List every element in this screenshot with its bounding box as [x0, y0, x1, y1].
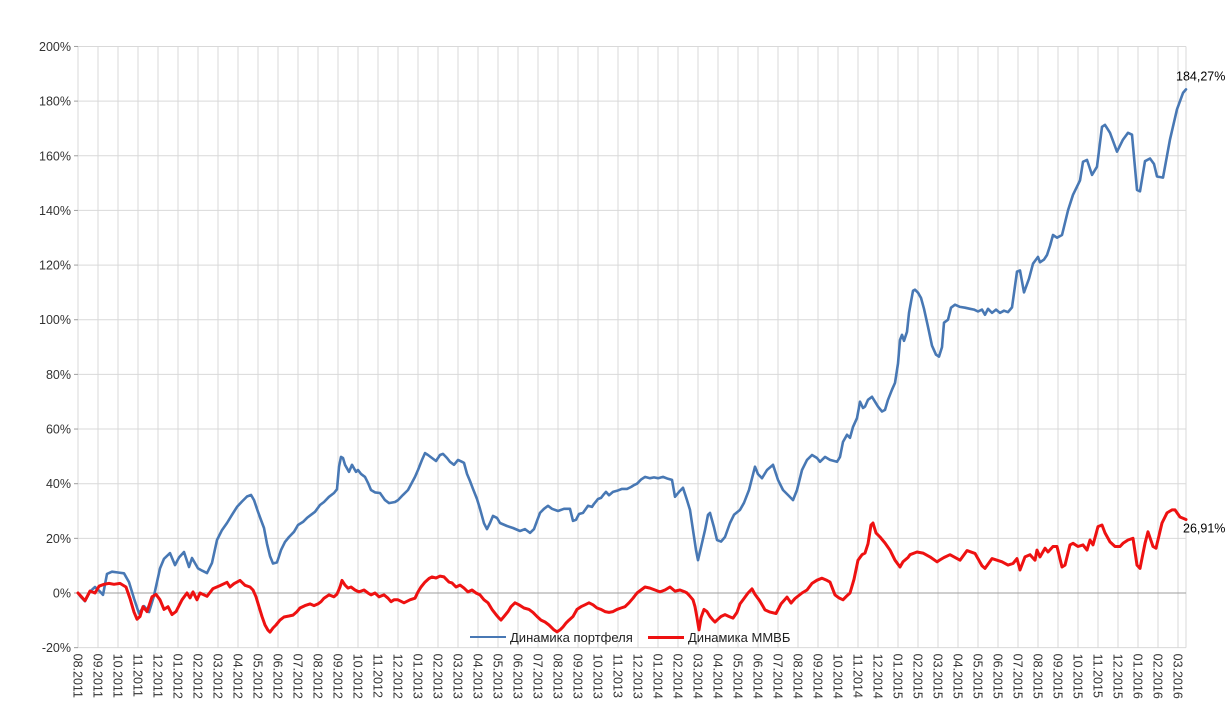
svg-text:01.2013: 01.2013: [411, 654, 425, 699]
svg-text:06.2014: 06.2014: [751, 654, 765, 699]
svg-text:08.2014: 08.2014: [791, 654, 805, 699]
svg-text:160%: 160%: [39, 149, 71, 163]
svg-text:03.2015: 03.2015: [931, 654, 945, 699]
svg-text:200%: 200%: [39, 40, 71, 54]
svg-text:07.2014: 07.2014: [771, 654, 785, 699]
svg-text:05.2014: 05.2014: [731, 654, 745, 699]
svg-text:12.2011: 12.2011: [151, 654, 165, 698]
svg-text:-20%: -20%: [42, 641, 71, 655]
svg-text:09.2015: 09.2015: [1051, 654, 1065, 699]
svg-text:180%: 180%: [39, 95, 71, 109]
svg-text:04.2012: 04.2012: [231, 654, 245, 699]
svg-text:04.2015: 04.2015: [951, 654, 965, 699]
svg-text:0%: 0%: [53, 587, 71, 601]
svg-text:08.2011: 08.2011: [71, 654, 85, 698]
svg-text:04.2013: 04.2013: [471, 654, 485, 699]
svg-text:03.2016: 03.2016: [1171, 654, 1185, 699]
svg-text:12.2015: 12.2015: [1111, 654, 1125, 699]
svg-text:11.2013: 11.2013: [611, 654, 625, 698]
svg-text:10.2012: 10.2012: [351, 654, 365, 699]
svg-text:08.2015: 08.2015: [1031, 654, 1045, 699]
svg-text:07.2015: 07.2015: [1011, 654, 1025, 699]
svg-text:08.2012: 08.2012: [311, 654, 325, 699]
svg-text:01.2012: 01.2012: [171, 654, 185, 699]
svg-text:10.2014: 10.2014: [831, 654, 845, 699]
y-axis-tick-labels: 200% 180% 160% 140% 120% 100% 80% 60% 40% 20% 0% -2…: [39, 40, 71, 655]
svg-text:06.2012: 06.2012: [271, 654, 285, 699]
svg-text:11.2012: 11.2012: [371, 654, 385, 698]
svg-text:09.2012: 09.2012: [331, 654, 345, 699]
svg-text:11.2015: 11.2015: [1091, 654, 1105, 698]
svg-text:05.2015: 05.2015: [971, 654, 985, 699]
svg-text:02.2014: 02.2014: [671, 654, 685, 699]
svg-text:10.2013: 10.2013: [591, 654, 605, 699]
svg-text:06.2015: 06.2015: [991, 654, 1005, 699]
svg-text:10.2011: 10.2011: [111, 654, 125, 698]
svg-text:120%: 120%: [39, 259, 71, 273]
svg-text:04.2014: 04.2014: [711, 654, 725, 699]
svg-text:09.2011: 09.2011: [91, 654, 105, 698]
svg-text:01.2014: 01.2014: [651, 654, 665, 699]
svg-text:10.2015: 10.2015: [1071, 654, 1085, 699]
svg-text:11.2011: 11.2011: [131, 654, 145, 697]
svg-text:01.2016: 01.2016: [1131, 654, 1145, 699]
x-axis-tick-labels: 08.2011 09.2011 10.2011 11.2011 12.2011 01.20…: [71, 654, 1185, 699]
svg-text:09.2014: 09.2014: [811, 654, 825, 699]
svg-text:07.2012: 07.2012: [291, 654, 305, 699]
svg-text:11.2014: 11.2014: [851, 654, 865, 698]
svg-text:100%: 100%: [39, 313, 71, 327]
svg-text:140%: 140%: [39, 204, 71, 218]
svg-text:07.2013: 07.2013: [531, 654, 545, 699]
svg-text:01.2015: 01.2015: [891, 654, 905, 699]
svg-text:12.2014: 12.2014: [871, 654, 885, 699]
svg-text:03.2014: 03.2014: [691, 654, 705, 699]
svg-text:12.2012: 12.2012: [391, 654, 405, 699]
svg-text:60%: 60%: [46, 423, 71, 437]
vertical-gridlines: [77, 46, 1187, 648]
micex-end-value-label: 26,91%: [1183, 521, 1225, 535]
svg-text:05.2013: 05.2013: [491, 654, 505, 699]
svg-text:03.2012: 03.2012: [211, 654, 225, 699]
svg-text:12.2013: 12.2013: [631, 654, 645, 699]
svg-text:20%: 20%: [46, 532, 71, 546]
series-micex-line: [76, 508, 1188, 634]
svg-text:02.2016: 02.2016: [1151, 654, 1165, 699]
svg-text:02.2012: 02.2012: [191, 654, 205, 699]
svg-text:02.2013: 02.2013: [431, 654, 445, 699]
svg-text:80%: 80%: [46, 368, 71, 382]
svg-text:40%: 40%: [46, 477, 71, 491]
svg-text:02.2015: 02.2015: [911, 654, 925, 699]
series-portfolio-line: [76, 88, 1188, 615]
portfolio-end-value-label: 184,27%: [1176, 69, 1225, 83]
svg-text:05.2012: 05.2012: [251, 654, 265, 699]
svg-text:03.2013: 03.2013: [451, 654, 465, 699]
horizontal-gridlines: [74, 45, 1186, 649]
svg-text:06.2013: 06.2013: [511, 654, 525, 699]
svg-text:09.2013: 09.2013: [571, 654, 585, 699]
svg-text:08.2013: 08.2013: [551, 654, 565, 699]
